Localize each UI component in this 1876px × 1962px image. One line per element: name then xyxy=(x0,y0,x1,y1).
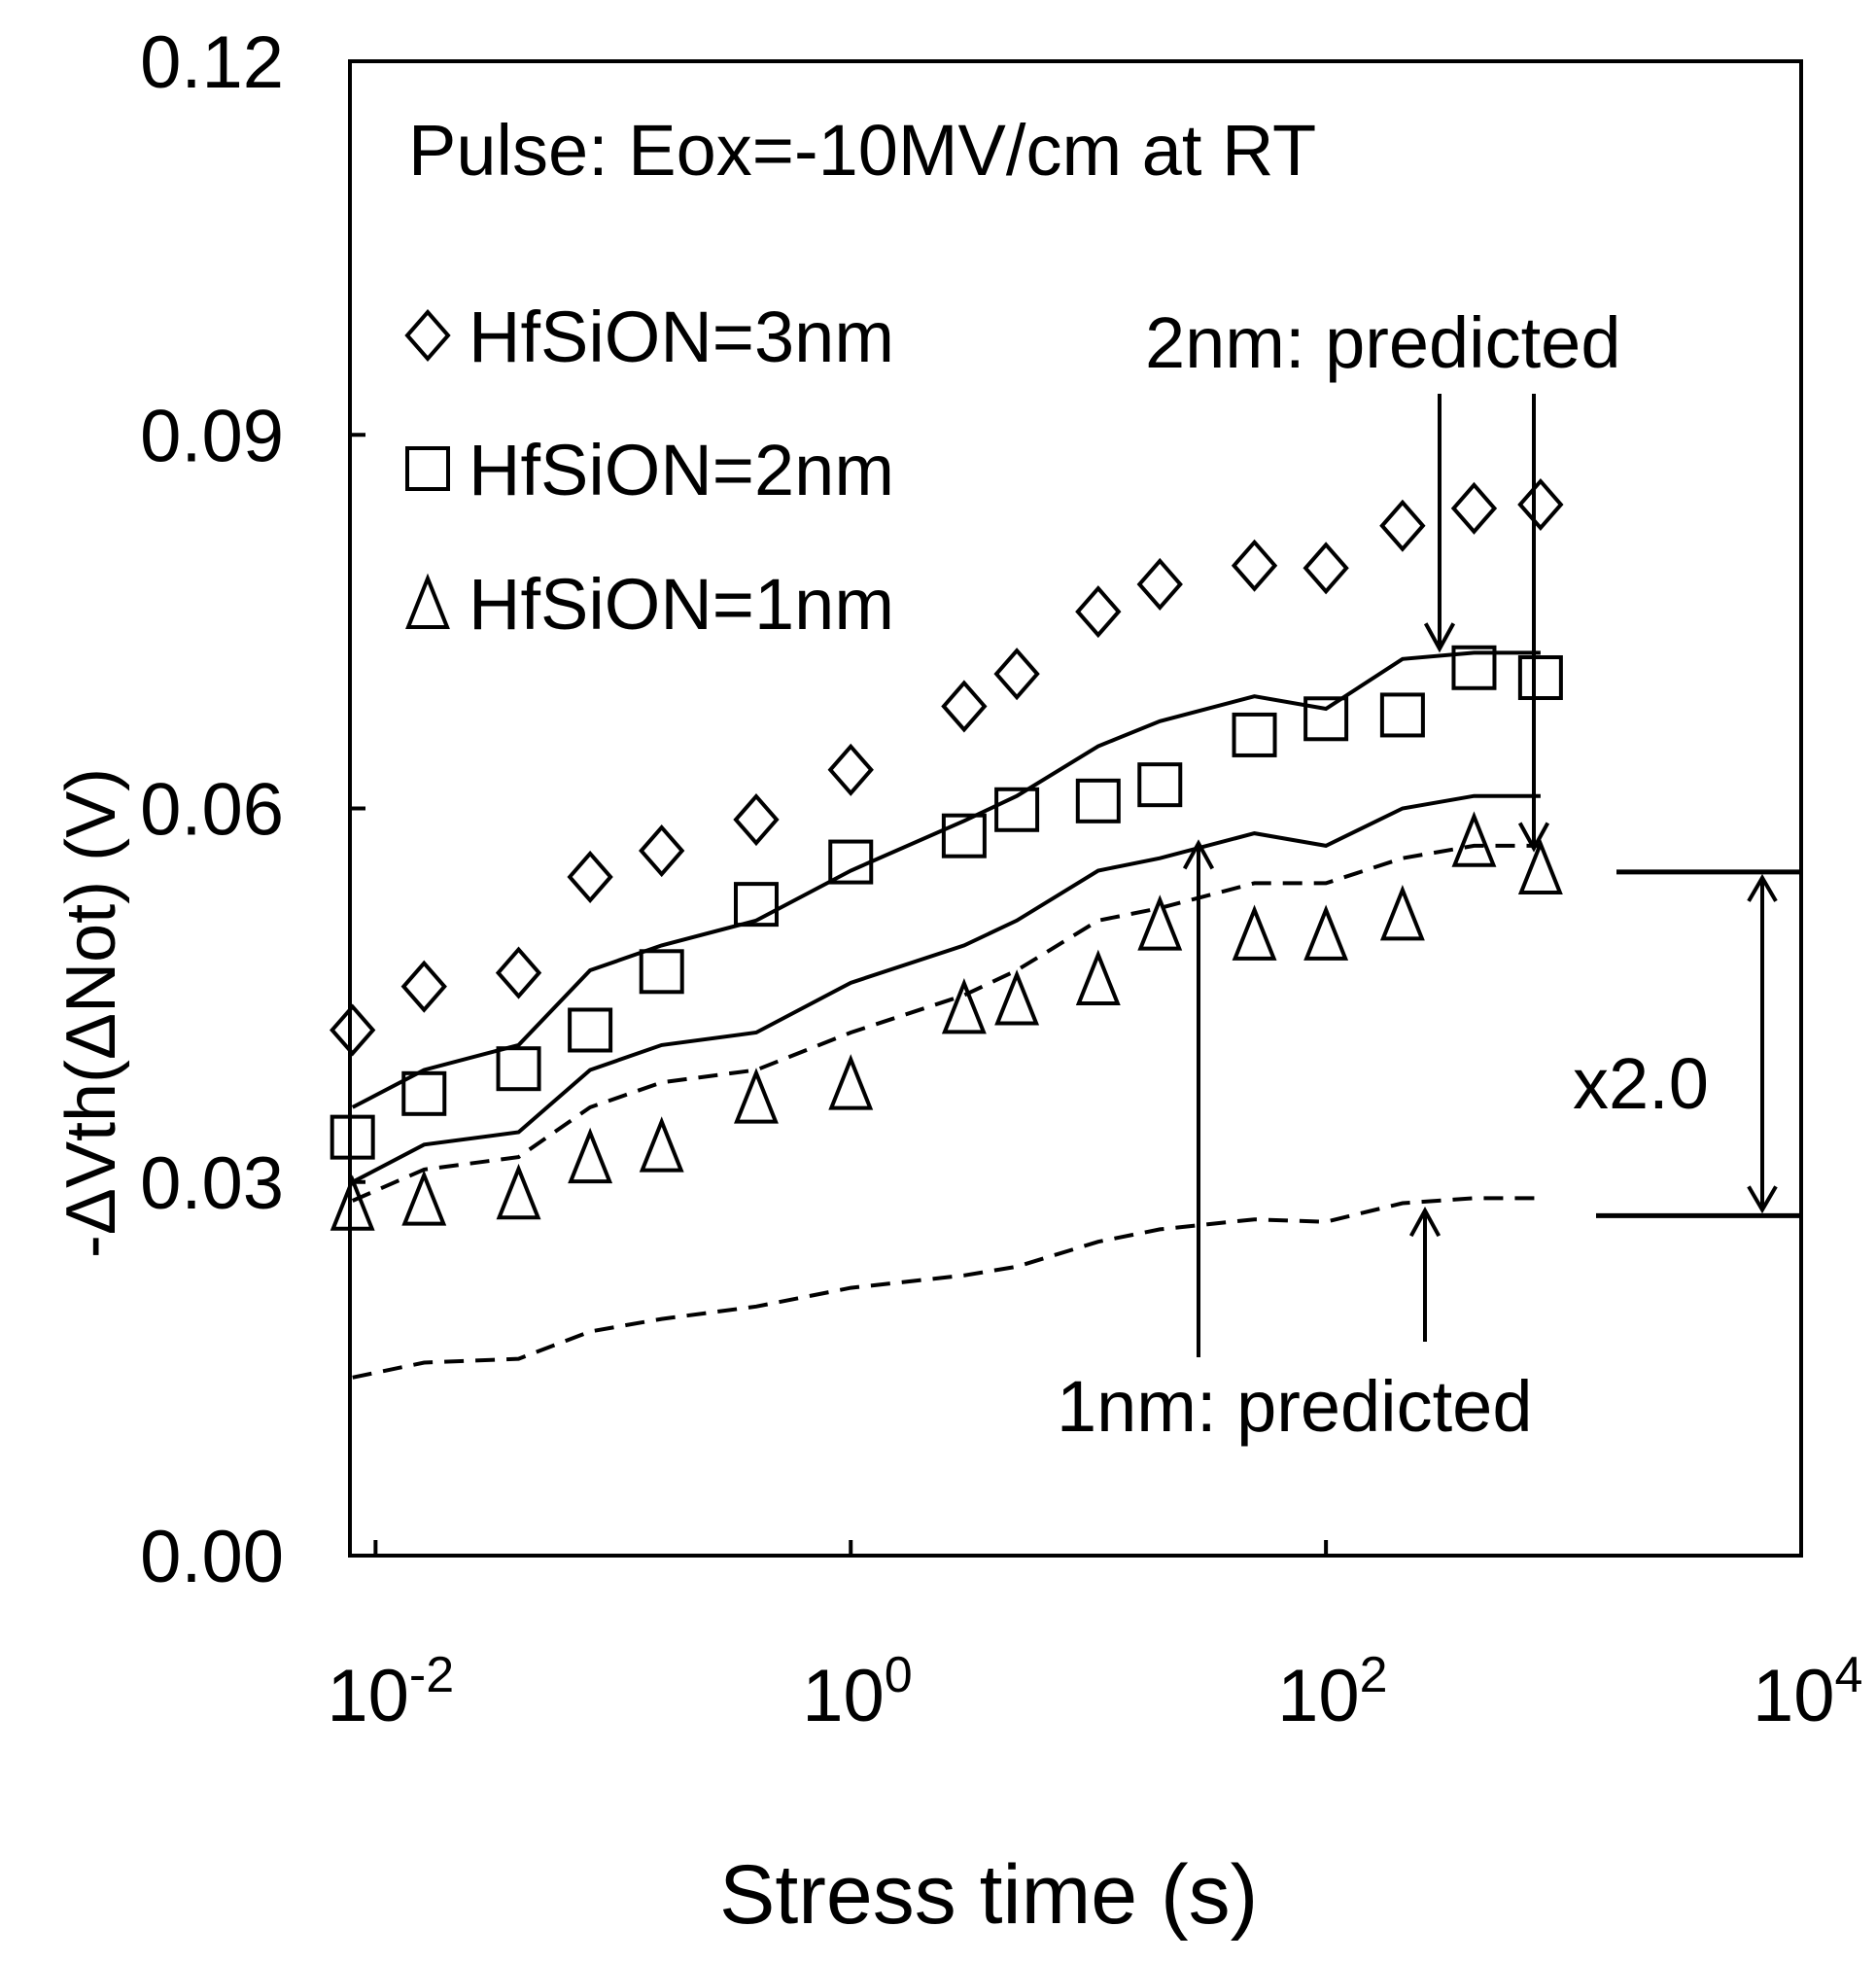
legend-marker-triangle xyxy=(405,573,450,629)
triangle-point xyxy=(1303,904,1349,961)
x-tick-label: 100 xyxy=(802,1647,912,1737)
diamond-point xyxy=(1075,585,1122,639)
ratio-bracket-head-top xyxy=(1747,873,1778,902)
square-point xyxy=(1075,778,1121,823)
square-point xyxy=(828,839,874,885)
ratio-bracket-head-bottom xyxy=(1747,1185,1778,1214)
annotation-2nm-predicted: 2nm: predicted xyxy=(1145,302,1621,383)
square-point xyxy=(941,813,987,858)
square-point xyxy=(1517,655,1563,701)
square-point xyxy=(1379,692,1425,738)
arrow-2nm-a-head xyxy=(1423,622,1456,653)
arrow-1nm-b-head xyxy=(1408,1207,1442,1238)
triangle-point xyxy=(941,978,987,1034)
diamond-point xyxy=(1517,477,1564,532)
diamond-point xyxy=(1303,542,1349,595)
triangle-point xyxy=(568,1127,613,1184)
legend-label-1: HfSiON=3nm xyxy=(469,297,894,377)
diamond-point xyxy=(993,648,1040,701)
diamond-point xyxy=(400,960,447,1013)
prediction-lines xyxy=(351,650,1541,1380)
triangle-point xyxy=(1451,811,1497,867)
triangle-point xyxy=(828,1054,874,1110)
diamond-point xyxy=(941,680,988,733)
annotation-1nm-predicted: 1nm: predicted xyxy=(1057,1366,1533,1447)
y-axis-label: -ΔVth(ΔNot) (V) xyxy=(52,768,130,1258)
arrow-1nm-a-head xyxy=(1182,839,1215,870)
prediction-line-1 xyxy=(351,650,1541,1109)
triangle-point xyxy=(496,1163,541,1220)
data-markers xyxy=(330,477,1564,1231)
arrow-2nm-a xyxy=(1423,394,1456,653)
arrow-2nm-b-head xyxy=(1517,822,1550,853)
x-tick-label: 104 xyxy=(1753,1647,1862,1737)
triangle-point xyxy=(994,969,1040,1026)
arrow-2nm-b xyxy=(1517,394,1550,853)
legend-marker-diamond xyxy=(404,308,451,363)
legend-marker-square xyxy=(405,446,450,491)
chart-title: Pulse: Eox=-10MV/cm at RT xyxy=(408,110,1316,191)
diamond-point xyxy=(733,792,780,847)
annotation-ratio: x2.0 xyxy=(1573,1043,1709,1124)
legend-label-2: HfSiON=2nm xyxy=(469,430,894,510)
square-point xyxy=(733,882,779,928)
square-point xyxy=(401,1070,447,1116)
y-tick-label: 0.12 xyxy=(140,21,284,104)
plot-frame xyxy=(348,59,1803,1558)
square-point xyxy=(496,1046,541,1092)
square-point xyxy=(1137,762,1183,808)
square-point xyxy=(1232,712,1277,757)
diamond-point xyxy=(495,946,542,999)
diamond-point xyxy=(1231,539,1278,592)
square-point xyxy=(639,949,684,995)
triangle-point xyxy=(639,1116,684,1173)
diamond-point xyxy=(827,743,874,796)
square-point xyxy=(330,1114,375,1160)
diamond-point xyxy=(567,850,613,903)
diamond-point xyxy=(330,1003,376,1057)
x-tick-label: 10-2 xyxy=(327,1647,454,1737)
annotations: HfSiON=3nm HfSiON=2nm HfSiON=1nm xyxy=(404,297,1801,1357)
arrow-1nm-a xyxy=(1182,839,1215,1357)
square-point xyxy=(994,787,1040,832)
y-tick-label: 0.09 xyxy=(140,395,284,477)
x-axis-label: Stress time (s) xyxy=(719,1848,1258,1942)
diamond-point xyxy=(1136,557,1183,611)
legend-label-3: HfSiON=1nm xyxy=(469,564,894,645)
square-point xyxy=(1303,696,1349,742)
triangle-point xyxy=(401,1170,447,1226)
y-tick-label: 0.03 xyxy=(140,1142,284,1225)
diamond-point xyxy=(639,824,685,878)
x-tick-label: 102 xyxy=(1277,1647,1387,1737)
triangle-point xyxy=(1075,949,1121,1005)
square-point xyxy=(1451,645,1497,690)
arrow-1nm-b xyxy=(1408,1207,1442,1342)
diamond-point xyxy=(1379,499,1426,552)
triangle-point xyxy=(330,1174,375,1231)
triangle-point xyxy=(1379,884,1425,941)
prediction-line-4 xyxy=(352,1196,1541,1380)
triangle-point xyxy=(1232,904,1277,961)
y-tick-label: 0.00 xyxy=(140,1516,284,1598)
triangle-point xyxy=(734,1068,779,1124)
y-tick-label: 0.06 xyxy=(140,769,284,852)
prediction-line-2 xyxy=(351,793,1541,1184)
axes-layer: 0.00 0.03 0.06 0.09 0.12 10-2 100 102 104 xyxy=(140,21,1862,1737)
triangle-point xyxy=(1137,894,1183,951)
square-point xyxy=(568,1007,613,1053)
triangle-point xyxy=(1517,838,1563,894)
diamond-point xyxy=(1450,481,1498,535)
